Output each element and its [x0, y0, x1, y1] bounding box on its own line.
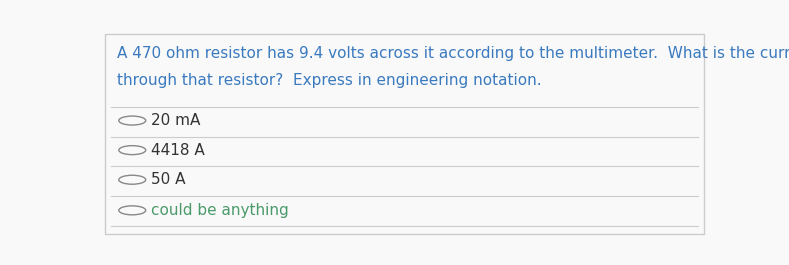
FancyBboxPatch shape — [105, 34, 704, 234]
Text: A 470 ohm resistor has 9.4 volts across it according to the multimeter.  What is: A 470 ohm resistor has 9.4 volts across … — [117, 46, 789, 61]
Text: through that resistor?  Express in engineering notation.: through that resistor? Express in engine… — [117, 73, 541, 88]
Text: 4418 A: 4418 A — [151, 143, 204, 158]
Text: could be anything: could be anything — [151, 203, 288, 218]
Text: 20 mA: 20 mA — [151, 113, 200, 128]
Text: 50 A: 50 A — [151, 172, 185, 187]
